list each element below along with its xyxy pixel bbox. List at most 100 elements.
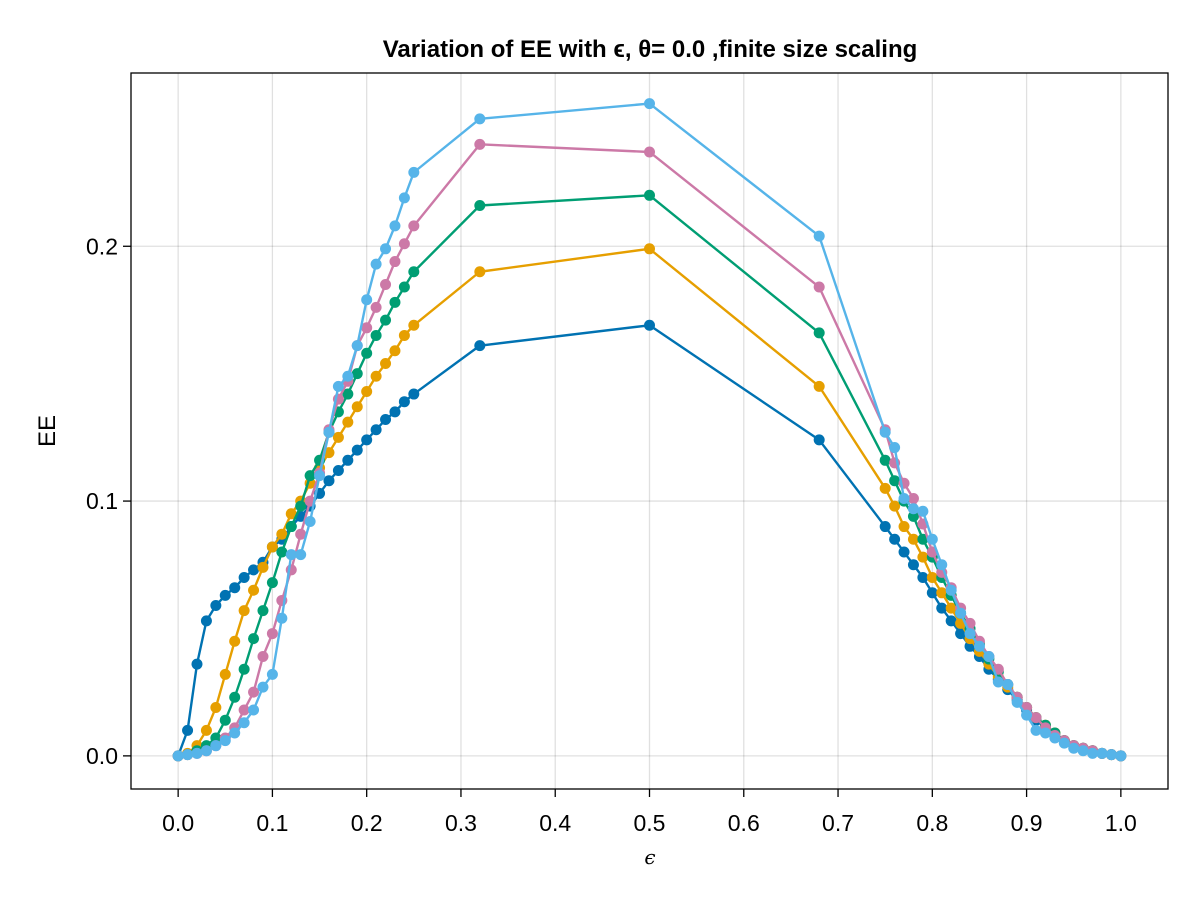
x-tick-label: 0.2 [351,810,383,836]
data-point [1058,737,1070,749]
data-point [889,500,901,512]
x-tick-label: 0.0 [162,810,194,836]
x-tick-label: 0.7 [822,810,854,836]
data-point [351,444,363,456]
data-point [879,482,891,494]
data-point [644,98,655,110]
data-point [257,561,269,573]
data-point [229,635,241,647]
data-point [1096,747,1108,759]
data-point [314,470,326,482]
data-point [229,727,241,739]
data-point [389,220,401,232]
chart-title: Variation of EE with ϵ, θ= 0.0 ,finite s… [383,36,918,63]
data-point [879,454,891,466]
data-point [266,668,278,680]
data-point [917,572,929,584]
data-point [1030,724,1042,736]
data-point [332,380,344,392]
data-point [182,749,194,761]
data-point [474,113,486,125]
data-point [813,230,825,242]
data-point [238,663,250,675]
data-point [955,607,967,619]
y-tick-label: 0.2 [86,233,118,259]
data-point [1049,732,1061,744]
data-point [917,551,929,563]
data-point [644,189,655,201]
data-point [936,559,948,571]
data-point [389,406,401,418]
data-point [898,493,910,505]
data-point [266,541,278,553]
data-point [238,717,250,729]
data-point [936,587,948,599]
data-point [992,676,1004,688]
data-point [398,329,410,341]
data-point [964,628,976,640]
y-axis-label: EE [34,415,61,447]
data-point [370,301,382,313]
data-point [210,732,222,744]
data-point [361,386,373,398]
y-tick-label: 0.1 [86,488,118,514]
data-point [248,633,260,645]
data-point [361,347,373,359]
data-point [879,426,891,438]
data-point [332,464,344,476]
data-point [408,266,420,278]
data-point [380,414,392,426]
data-point [380,357,392,369]
data-point [408,166,420,178]
data-point [907,510,919,522]
data-point [936,602,948,614]
data-point [380,314,392,326]
grid [131,73,1168,789]
data-point [266,577,278,589]
axes: 0.0 0.1 0.2 0.3 0.4 0.5 0.6 0.7 0.8 0.9 1.0 0.0 0.1 0… [86,233,1137,836]
x-tick-label: 0.3 [445,810,477,836]
data-point [285,521,297,533]
data-point [907,559,919,571]
data-point [898,521,910,533]
data-point [200,745,212,757]
data-point [304,470,316,482]
data-point [380,278,392,290]
data-point [370,424,382,436]
data-point [229,582,241,594]
x-tick-label: 0.5 [634,810,666,836]
data-point [983,651,995,662]
data-point [342,416,354,428]
data-point [191,747,203,759]
data-point [926,572,938,584]
data-point [342,454,354,466]
data-point [248,564,260,576]
data-point [644,243,655,255]
data-point [276,546,288,558]
data-point [917,505,929,517]
data-point [210,600,222,612]
data-point [1030,712,1042,724]
data-point [285,549,297,561]
x-tick-label: 0.6 [728,810,760,836]
data-point [257,651,269,662]
data-point [408,319,420,331]
x-tick-label: 0.1 [256,810,288,836]
data-point [276,528,288,540]
data-point [238,704,250,716]
data-point [342,370,354,382]
data-point [238,572,250,584]
data-point [370,258,382,270]
data-point [926,587,938,599]
data-point [955,628,967,640]
data-point [219,589,231,601]
data-point [889,533,901,545]
data-point [1068,742,1080,754]
data-point [370,329,382,341]
data-point [219,735,231,747]
data-point [295,528,307,540]
data-point [219,668,231,680]
y-tick-label: 0.0 [86,743,118,769]
data-point [945,615,957,627]
data-point [813,434,825,446]
